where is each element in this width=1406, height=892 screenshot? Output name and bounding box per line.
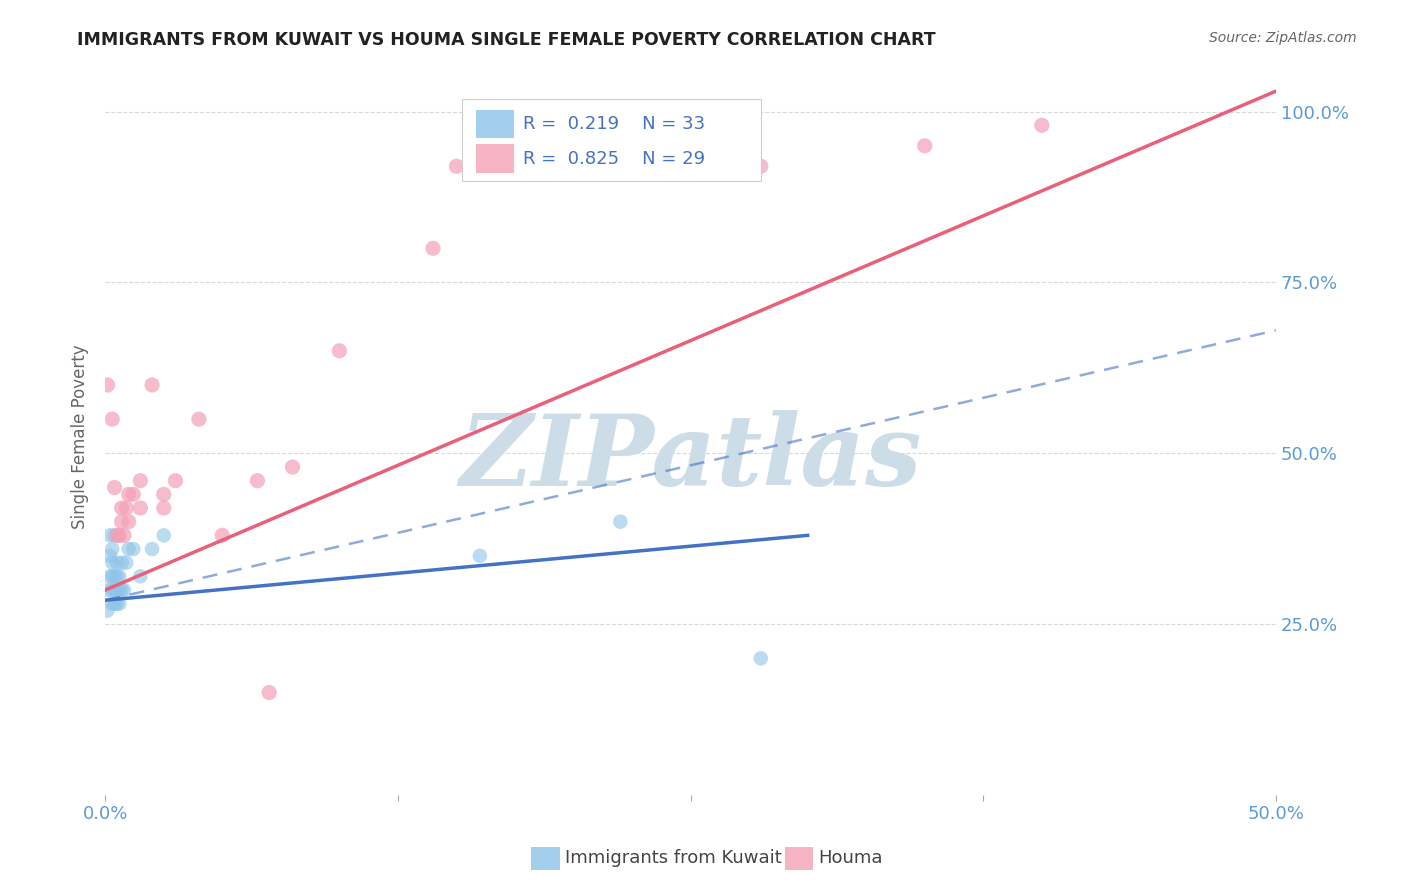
Point [328,343,350,358]
Point [96,603,118,617]
Point [609,515,631,529]
Point [468,549,491,563]
Point [257,685,280,699]
Point [129,501,152,516]
Bar [477,145,513,173]
Point [122,541,145,556]
Point [103,597,125,611]
Point [101,597,124,611]
Point [105,582,128,597]
Point [108,597,131,611]
Text: ZIPatlas: ZIPatlas [460,409,922,506]
Text: Source: ZipAtlas.com: Source: ZipAtlas.com [1209,31,1357,45]
Point [96,582,118,597]
Text: Houma: Houma [818,849,883,867]
Text: R =  0.825    N = 29: R = 0.825 N = 29 [523,150,706,168]
Point [141,378,163,392]
Text: IMMIGRANTS FROM KUWAIT VS HOUMA SINGLE FEMALE POVERTY CORRELATION CHART: IMMIGRANTS FROM KUWAIT VS HOUMA SINGLE F… [77,31,936,49]
Point [246,474,269,488]
Point [422,241,444,255]
Point [187,412,209,426]
Text: R =  0.219    N = 33: R = 0.219 N = 33 [523,115,706,133]
Text: Immigrants from Kuwait: Immigrants from Kuwait [565,849,782,867]
Point [103,528,125,542]
Point [115,556,138,570]
Point [98,569,121,583]
Point [101,541,124,556]
Point [122,487,145,501]
Y-axis label: Single Female Poverty: Single Female Poverty [72,344,89,529]
FancyBboxPatch shape [463,99,761,181]
Point [105,556,128,570]
Point [105,569,128,583]
Point [141,541,163,556]
Point [96,378,118,392]
Point [103,582,125,597]
Point [117,515,139,529]
Point [1031,118,1053,132]
Bar [477,110,513,138]
Point [112,528,135,542]
Point [129,474,152,488]
Point [105,528,128,542]
Point [110,501,132,516]
Point [110,515,132,529]
Point [115,501,138,516]
Point [749,159,772,173]
Point [117,487,139,501]
Point [108,582,131,597]
Point [129,569,152,583]
Point [117,541,139,556]
Point [446,159,468,173]
Point [152,528,174,542]
Point [103,481,125,495]
Point [281,460,304,475]
Point [101,582,124,597]
Point [914,138,936,153]
Point [101,569,124,583]
Point [152,501,174,516]
Point [152,487,174,501]
Point [165,474,187,488]
Point [110,556,132,570]
Point [98,528,121,542]
Point [749,651,772,665]
Point [101,556,124,570]
Point [98,549,121,563]
Point [105,597,128,611]
Point [101,412,124,426]
Point [110,582,132,597]
Point [108,569,131,583]
Point [108,528,131,542]
Point [103,569,125,583]
Point [112,582,135,597]
Point [211,528,233,542]
